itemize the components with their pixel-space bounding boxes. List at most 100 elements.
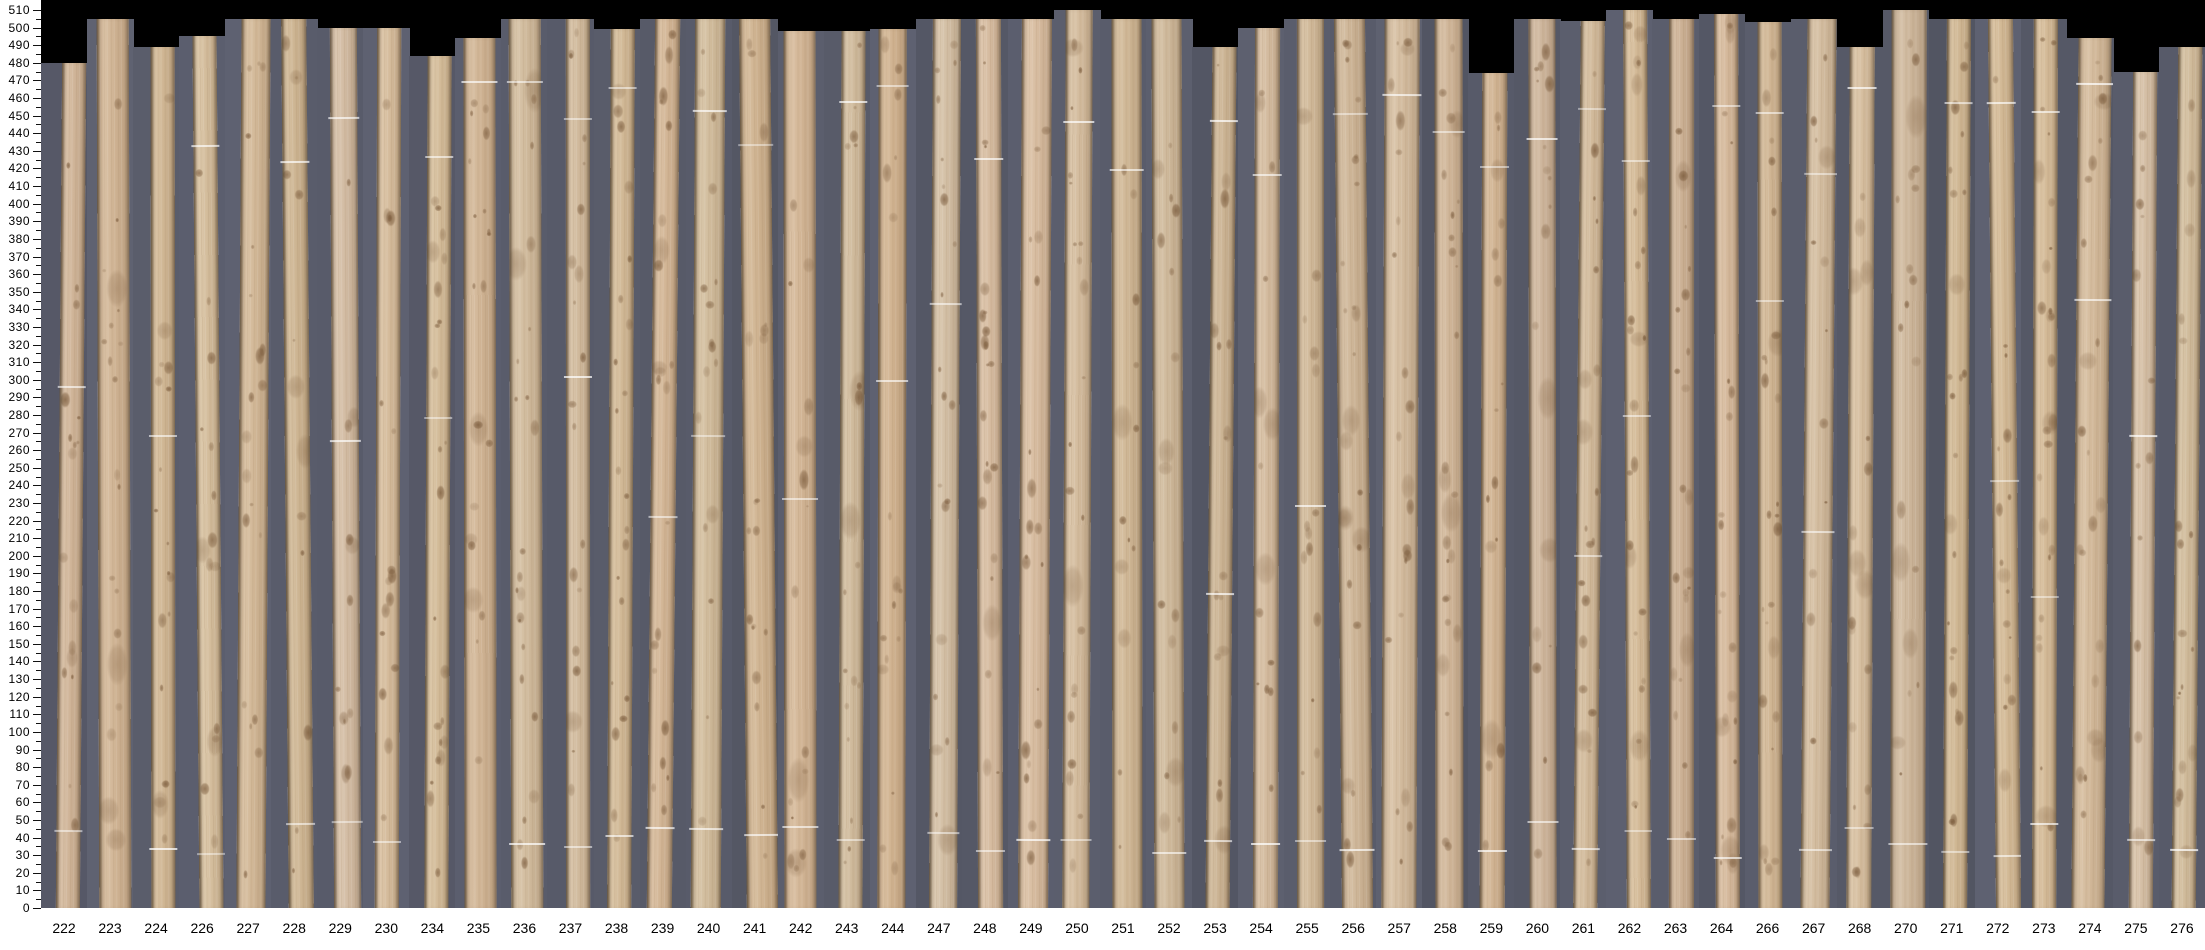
board-scan-image <box>1940 18 1973 908</box>
y-major-tick <box>33 643 41 645</box>
board-scan-image <box>563 18 593 908</box>
y-major-tick <box>33 872 41 874</box>
y-minor-tick <box>36 353 41 355</box>
y-tick-label: 260 <box>8 443 30 458</box>
x-tick-label: 243 <box>835 920 859 936</box>
chalk-line <box>373 840 402 843</box>
board-scan-image <box>423 55 453 908</box>
y-minor-tick <box>36 230 41 232</box>
x-tick-label: 252 <box>1157 920 1181 936</box>
chalk-line <box>1479 166 1510 169</box>
board-scan-image <box>1712 13 1742 908</box>
board-262 <box>1606 10 1654 908</box>
y-minor-tick <box>36 775 41 777</box>
y-major-tick <box>33 326 41 328</box>
board-248 <box>961 18 1009 908</box>
chalk-line <box>1253 173 1283 176</box>
board-scan-image <box>191 36 225 908</box>
board-scan-image <box>1251 27 1283 908</box>
y-tick-label: 360 <box>8 267 30 282</box>
board-240 <box>685 18 733 908</box>
x-tick-label: 268 <box>1847 920 1872 936</box>
x-tick-label: 235 <box>466 920 491 936</box>
chalk-line <box>1152 852 1187 855</box>
x-tick-label: 270 <box>1894 920 1918 936</box>
x-tick-label: 262 <box>1617 920 1642 936</box>
y-major-tick <box>33 573 41 575</box>
y-major-tick <box>33 344 41 346</box>
x-tick-label: 230 <box>374 920 398 936</box>
chalk-line <box>1847 86 1877 90</box>
board-251 <box>1099 18 1147 908</box>
y-major-tick <box>33 432 41 434</box>
x-tick-label: 259 <box>1479 920 1503 936</box>
chalk-line <box>2170 848 2199 851</box>
y-tick-label: 500 <box>8 20 30 35</box>
chalk-line <box>196 852 225 856</box>
y-major-tick <box>33 379 41 381</box>
chalk-line <box>1206 592 1235 595</box>
board-scan-image <box>645 18 681 908</box>
board-223 <box>87 18 134 908</box>
chalk-line <box>1940 850 1969 854</box>
y-tick-label: 200 <box>8 548 30 563</box>
x-tick-label: 250 <box>1065 920 1089 936</box>
y-major-tick <box>33 397 41 399</box>
board-scan-image <box>1060 10 1095 908</box>
y-tick-label: 420 <box>8 161 30 176</box>
chalk-line <box>149 847 178 850</box>
y-minor-tick <box>36 863 41 865</box>
x-tick-label: 261 <box>1571 920 1596 936</box>
y-minor-tick <box>36 687 41 689</box>
board-scan-image <box>1332 18 1375 908</box>
board-scan-image <box>327 27 363 908</box>
chalk-line <box>1295 839 1327 842</box>
y-minor-tick <box>36 300 41 302</box>
x-tick-label: 241 <box>742 920 767 936</box>
y-tick-label: 410 <box>8 179 30 194</box>
board-scan-image <box>1016 18 1053 908</box>
chalk-line <box>1339 848 1375 851</box>
x-tick-label: 256 <box>1341 920 1365 936</box>
x-tick-label: 228 <box>282 920 306 936</box>
board-scan-image <box>1432 18 1466 908</box>
y-minor-tick <box>36 793 41 795</box>
y-tick-label: 330 <box>8 319 30 334</box>
chalk-line <box>460 81 497 84</box>
board-scan-image <box>836 31 868 908</box>
board-scan-image <box>1204 46 1239 908</box>
board-243 <box>823 31 871 908</box>
chalk-line <box>605 835 634 838</box>
chalk-line <box>327 116 359 120</box>
y-minor-tick <box>36 582 41 584</box>
y-major-tick <box>33 802 41 804</box>
y-minor-tick <box>36 881 41 883</box>
y-major-tick <box>33 855 41 857</box>
x-tick-label: 226 <box>190 920 214 936</box>
y-major-tick <box>33 168 41 170</box>
y-minor-tick <box>36 635 41 637</box>
y-minor-tick <box>36 617 41 619</box>
y-major-tick <box>33 520 41 522</box>
chalk-line <box>1990 479 2019 483</box>
chalk-line <box>563 375 592 378</box>
y-tick-label: 150 <box>8 636 30 651</box>
y-minor-tick <box>36 124 41 126</box>
chalk-line <box>1210 120 1239 123</box>
board-249 <box>1007 18 1055 908</box>
board-scan-image <box>1151 18 1187 908</box>
y-tick-label: 510 <box>8 3 30 17</box>
y-major-tick <box>33 749 41 751</box>
y-tick-label: 460 <box>8 91 30 106</box>
y-major-tick <box>33 186 41 188</box>
y-major-tick <box>33 890 41 892</box>
chalk-line <box>149 435 178 438</box>
y-major-tick <box>33 503 41 505</box>
y-tick-label: 210 <box>8 531 30 546</box>
chalk-line <box>738 143 774 147</box>
board-241 <box>731 18 779 908</box>
board-253 <box>1192 46 1239 908</box>
board-scan-image <box>876 29 909 908</box>
chalk-line <box>839 100 868 103</box>
x-tick-label: 267 <box>1801 920 1826 936</box>
